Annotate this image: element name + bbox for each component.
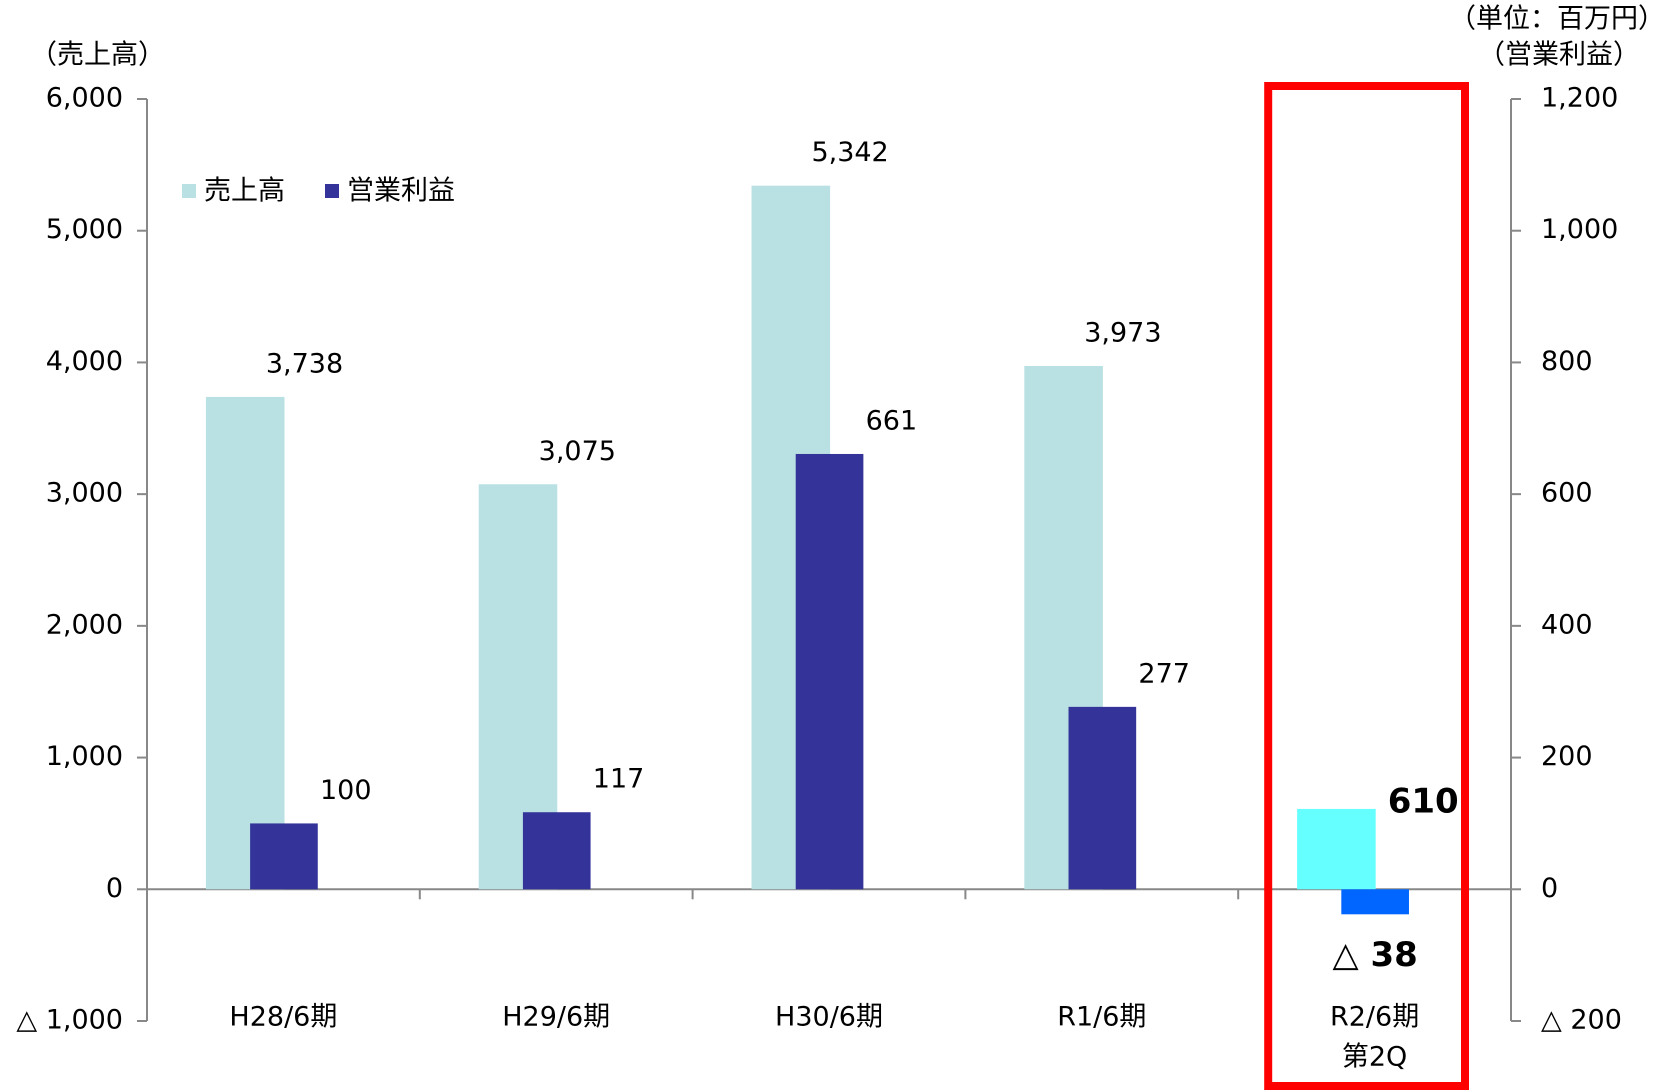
data-label: 3,973 (1084, 317, 1161, 348)
legend-swatch (182, 184, 196, 198)
y2-axis-label: （営業利益） (1478, 40, 1640, 71)
y2-tick-label: 0 (1541, 873, 1558, 904)
y-tick-label: △ 1,000 (16, 1005, 123, 1036)
legend-swatch (325, 184, 339, 198)
bar (522, 812, 591, 890)
x-tick-label: R1/6期 (1057, 1002, 1146, 1033)
data-label: 661 (866, 405, 918, 436)
y-tick-label: 4,000 (46, 346, 123, 377)
y-tick-label: 6,000 (46, 83, 123, 114)
highlight-box (1264, 82, 1469, 1090)
bar (1341, 889, 1409, 915)
y2-tick-label: △ 200 (1541, 1005, 1622, 1036)
bar (1068, 706, 1137, 890)
bar (205, 396, 285, 890)
x-tick-label: H29/6期 (502, 1002, 610, 1033)
y2-tick-label: 600 (1541, 478, 1593, 509)
y-tick-label: 0 (106, 873, 123, 904)
bar (250, 823, 318, 890)
y-tick-label: 1,000 (46, 741, 123, 772)
data-label: 117 (593, 764, 645, 795)
x-tick-label: H28/6期 (229, 1002, 337, 1033)
y2-unit-label: （単位：百万円） (1449, 4, 1665, 35)
x-tick-label: H30/6期 (775, 1002, 883, 1033)
y2-tick-label: 400 (1541, 609, 1593, 640)
data-label: △ 38 (1332, 935, 1417, 975)
x-tick-label: 第2Q (1342, 1042, 1407, 1073)
data-label: 3,075 (539, 436, 616, 467)
data-label: 277 (1138, 658, 1190, 689)
data-label: 3,738 (266, 348, 343, 379)
legend-label: 売上高 (204, 176, 285, 207)
y2-tick-label: 1,000 (1541, 214, 1618, 245)
y-tick-label: 2,000 (46, 609, 123, 640)
y2-tick-label: 1,200 (1541, 83, 1618, 114)
bar (1297, 808, 1376, 890)
legend-label: 営業利益 (347, 176, 455, 207)
y2-tick-label: 800 (1541, 346, 1593, 377)
y-tick-label: 3,000 (46, 478, 123, 509)
y2-tick-label: 200 (1541, 741, 1593, 772)
data-label: 5,342 (811, 137, 888, 168)
data-label: 610 (1388, 781, 1459, 821)
y-tick-label: 5,000 (46, 214, 123, 245)
data-label: 100 (320, 775, 372, 806)
x-tick-label: R2/6期 (1330, 1002, 1419, 1033)
y-unit-label: （売上高） (30, 40, 165, 71)
bar (795, 453, 864, 890)
